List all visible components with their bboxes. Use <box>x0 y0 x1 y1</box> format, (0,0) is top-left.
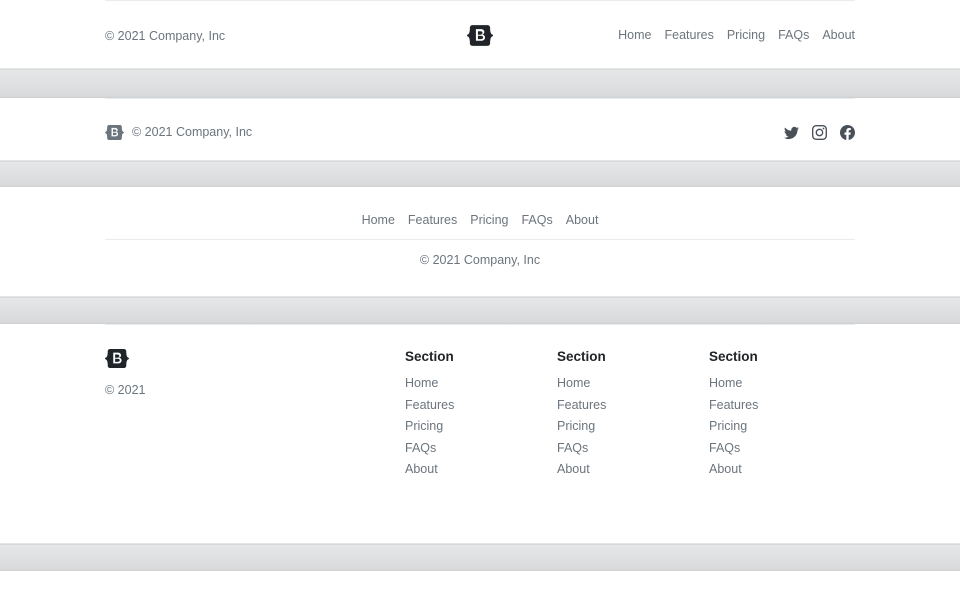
footer-4-container: © 2021 Section Home Features Pricing FAQ… <box>105 324 855 483</box>
list-item: Features <box>709 397 861 412</box>
footer-1-nav-link-home[interactable]: Home <box>618 27 652 42</box>
footer-4-logo-wrap[interactable] <box>105 349 405 368</box>
footer-4-c3-link-home[interactable]: Home <box>709 376 743 391</box>
footer-3-nav-link-pricing[interactable]: Pricing <box>470 213 509 227</box>
separator-band-3 <box>0 296 960 324</box>
list-item: Home <box>557 375 709 390</box>
footer-4-c1-link-features[interactable]: Features <box>405 397 455 412</box>
footer-2-container: © 2021 Company, Inc <box>105 98 855 153</box>
footer-3-container: Home Features Pricing FAQs About © 2021 … <box>105 187 855 267</box>
footer-4-c1-link-pricing[interactable]: Pricing <box>405 419 444 434</box>
column-heading: Section <box>557 349 606 364</box>
list-item: Features <box>557 397 709 412</box>
footer-4-c1-link-about[interactable]: About <box>405 462 438 477</box>
footer-3-nav: Home Features Pricing FAQs About <box>105 187 855 239</box>
footer-4-c2-link-pricing[interactable]: Pricing <box>557 419 596 434</box>
footer-4-column-2: Section Home Features Pricing FAQs About <box>557 349 709 483</box>
footer-with-socials: © 2021 Company, Inc <box>0 98 960 160</box>
footer-1-copyright-wrap: © 2021 Company, Inc <box>105 28 467 43</box>
separator-band-2 <box>0 160 960 187</box>
footer-4-c3-link-about[interactable]: About <box>709 462 742 477</box>
footer-3-nav-link-features[interactable]: Features <box>407 213 458 227</box>
footer-1-nav-link-features[interactable]: Features <box>664 27 714 42</box>
footer-3-copyright-wrap: © 2021 Company, Inc <box>105 238 855 267</box>
bootstrap-logo-icon[interactable] <box>105 124 124 140</box>
column-link-list: Home Features Pricing FAQs About <box>405 375 557 476</box>
footer-4-c1-link-home[interactable]: Home <box>405 376 439 391</box>
footer-4-column-1: Section Home Features Pricing FAQs About <box>405 349 557 483</box>
separator-band-4 <box>0 543 960 571</box>
column-heading: Section <box>709 349 758 364</box>
separator-band-1 <box>0 68 960 98</box>
bootstrap-logo-icon[interactable] <box>467 24 493 46</box>
footer-2-row: © 2021 Company, Inc <box>105 99 855 153</box>
footer-1-logo-wrap[interactable] <box>467 24 493 46</box>
list-item: Pricing <box>557 418 709 433</box>
copyright-text: © 2021 Company, Inc <box>132 125 253 139</box>
instagram-icon[interactable] <box>812 124 827 140</box>
footer-1-nav-link-about[interactable]: About <box>822 27 855 42</box>
footer-3-nav-link-about[interactable]: About <box>565 213 599 227</box>
copyright-text: © 2021 <box>105 383 146 397</box>
twitter-icon[interactable] <box>784 125 799 140</box>
footer-4-c1-link-faqs[interactable]: FAQs <box>405 440 437 455</box>
facebook-icon[interactable] <box>839 124 855 140</box>
list-item: About <box>405 461 557 476</box>
list-item: About <box>709 461 861 476</box>
footer-4-grid: © 2021 Section Home Features Pricing FAQ… <box>105 325 855 483</box>
footer-4-c2-link-about[interactable]: About <box>557 462 590 477</box>
footer-3-nav-link-faqs[interactable]: FAQs <box>521 213 553 227</box>
list-item: Pricing <box>709 418 861 433</box>
footer-4-c3-link-faqs[interactable]: FAQs <box>709 440 741 455</box>
list-item: About <box>557 461 709 476</box>
footer-4-c2-link-faqs[interactable]: FAQs <box>557 440 589 455</box>
footer-4-c3-link-pricing[interactable]: Pricing <box>709 419 748 434</box>
footer-4-column-3: Section Home Features Pricing FAQs About <box>709 349 861 483</box>
footer-1-nav-link-pricing[interactable]: Pricing <box>726 27 766 42</box>
footer-2-brand: © 2021 Company, Inc <box>105 124 253 140</box>
footer-4-brand-column: © 2021 <box>105 349 405 483</box>
footer-1-row: © 2021 Company, Inc Home Features Pricin… <box>105 1 855 57</box>
column-link-list: Home Features Pricing FAQs About <box>709 375 861 476</box>
footer-multi-column: © 2021 Section Home Features Pricing FAQ… <box>0 324 960 543</box>
footer-4-c2-link-home[interactable]: Home <box>557 376 591 391</box>
column-heading: Section <box>405 349 454 364</box>
footer-2-social-list <box>784 124 855 140</box>
footer-nav-stacked: Home Features Pricing FAQs About © 2021 … <box>0 187 960 296</box>
list-item: FAQs <box>557 440 709 455</box>
list-item: Home <box>405 375 557 390</box>
column-link-list: Home Features Pricing FAQs About <box>557 375 709 476</box>
list-item: FAQs <box>709 440 861 455</box>
footer-1-nav: Home Features Pricing FAQs About <box>493 29 855 42</box>
footer-3-nav-link-home[interactable]: Home <box>361 213 395 227</box>
list-item: Features <box>405 397 557 412</box>
bootstrap-logo-icon[interactable] <box>105 349 129 368</box>
footer-1-container: © 2021 Company, Inc Home Features Pricin… <box>105 0 855 57</box>
list-item: Home <box>709 375 861 390</box>
footer-4-c3-link-features[interactable]: Features <box>709 397 759 412</box>
copyright-text: © 2021 Company, Inc <box>105 28 226 43</box>
copyright-text: © 2021 Company, Inc <box>419 252 541 267</box>
footer-1-nav-link-faqs[interactable]: FAQs <box>778 27 810 42</box>
footer-simple-centered: © 2021 Company, Inc Home Features Pricin… <box>0 0 960 68</box>
footer-4-c2-link-features[interactable]: Features <box>557 397 607 412</box>
list-item: FAQs <box>405 440 557 455</box>
list-item: Pricing <box>405 418 557 433</box>
